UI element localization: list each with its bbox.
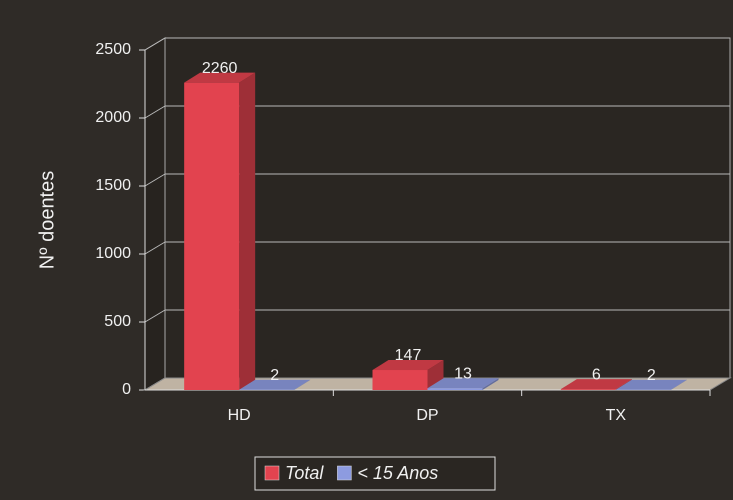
bar-front bbox=[427, 388, 483, 390]
value-label: 6 bbox=[592, 366, 601, 383]
grid-line bbox=[144, 241, 166, 255]
bar-top bbox=[560, 379, 632, 390]
x-tick-label: DP bbox=[416, 407, 438, 424]
bar bbox=[615, 379, 687, 390]
y-tick-label: 2000 bbox=[95, 109, 131, 126]
bar-front bbox=[560, 389, 616, 390]
grid-line bbox=[144, 309, 166, 323]
legend-swatch bbox=[264, 465, 280, 481]
legend-box bbox=[254, 456, 496, 491]
y-tick-label: 0 bbox=[122, 381, 131, 398]
grid-line bbox=[144, 173, 166, 187]
x-tick-label: HD bbox=[228, 407, 251, 424]
value-label: 2 bbox=[270, 367, 279, 384]
y-tick-label: 2500 bbox=[95, 41, 131, 58]
bar-top bbox=[615, 379, 687, 390]
legend-label: < 15 Anos bbox=[357, 463, 438, 483]
grid-line bbox=[144, 105, 166, 119]
bar bbox=[372, 360, 444, 390]
value-label: 2260 bbox=[202, 60, 238, 77]
value-label: 13 bbox=[454, 365, 472, 382]
bar-side bbox=[239, 72, 256, 390]
y-axis-label: Nº doentes bbox=[36, 171, 58, 269]
x-tick-label: TX bbox=[606, 407, 627, 424]
bar-side bbox=[482, 378, 499, 390]
value-label: 147 bbox=[395, 347, 422, 364]
value-label: 2 bbox=[647, 367, 656, 384]
bar bbox=[184, 72, 256, 390]
legend-swatch bbox=[337, 465, 352, 481]
bar-front bbox=[184, 82, 240, 390]
bar-top bbox=[184, 72, 256, 83]
side-wall bbox=[144, 37, 166, 391]
bar-front bbox=[372, 370, 428, 390]
y-tick-label: 1500 bbox=[95, 177, 131, 194]
bar bbox=[239, 379, 311, 390]
bar-top bbox=[427, 378, 499, 389]
y-tick-label: 500 bbox=[104, 313, 131, 330]
bar-side bbox=[670, 379, 687, 390]
legend-label: Total bbox=[285, 463, 324, 483]
bar-side bbox=[427, 360, 444, 390]
bar-side bbox=[294, 379, 311, 390]
bar bbox=[427, 378, 499, 390]
grid-line bbox=[144, 37, 166, 51]
y-tick-label: 1000 bbox=[95, 245, 131, 262]
legend: Total < 15 Anos bbox=[254, 456, 496, 491]
bar-top bbox=[239, 379, 311, 390]
bar-top bbox=[372, 360, 444, 371]
